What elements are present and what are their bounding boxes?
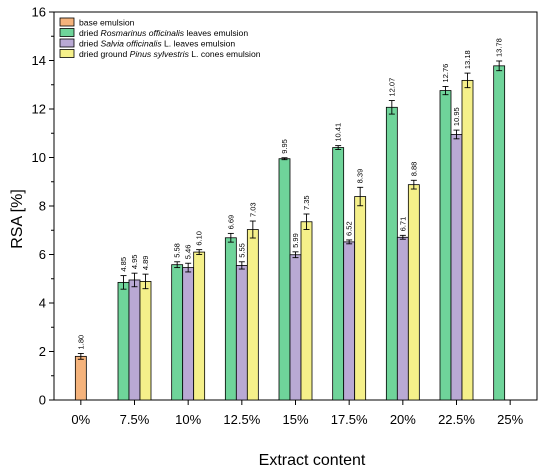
- x-tick-label: 22.5%: [438, 412, 475, 427]
- data-label: 4.89: [141, 256, 150, 271]
- data-label: 6.69: [226, 215, 235, 230]
- bar: [396, 236, 409, 401]
- data-label: 1.80: [76, 335, 85, 350]
- y-tick-label: 14: [32, 53, 46, 68]
- bar: [493, 65, 506, 401]
- bar: [385, 106, 398, 401]
- data-label: 12.76: [441, 64, 450, 83]
- x-tick-label: 25%: [497, 412, 523, 427]
- x-tick-label: 15%: [282, 412, 308, 427]
- axes: 0 2 4 6 8 10 12 14 16 0% 7.5% 10% 12.5% 15% 17.5% 20% 22…: [32, 5, 524, 428]
- bar: [354, 196, 367, 401]
- data-label: 10.95: [452, 107, 461, 126]
- data-label: 13.18: [463, 50, 472, 69]
- bar: [278, 158, 291, 401]
- data-label: 4.85: [119, 257, 128, 272]
- data-label: 9.95: [280, 139, 289, 154]
- data-label: 4.95: [130, 255, 139, 270]
- data-label: 5.55: [237, 243, 246, 258]
- bar: [182, 267, 195, 401]
- data-label: 5.58: [173, 243, 182, 258]
- bar: [224, 237, 237, 401]
- x-tick-label: 17.5%: [331, 412, 368, 427]
- y-tick-label: 10: [32, 150, 46, 165]
- legend-label-part: Pinus sylvestris: [130, 49, 190, 59]
- bar: [171, 264, 184, 401]
- data-label: 8.88: [409, 162, 418, 177]
- bar: [332, 147, 345, 401]
- data-label: 6.71: [398, 217, 407, 232]
- data-label: 8.39: [356, 169, 365, 184]
- legend-label-part: leaves emulsion: [184, 28, 248, 38]
- y-tick-label: 6: [39, 247, 46, 262]
- legend-label: dried Rosmarinus officinalis leaves emul…: [79, 28, 248, 38]
- x-tick-label: 0%: [71, 412, 90, 427]
- data-label: 13.78: [495, 38, 504, 57]
- y-tick-label: 8: [39, 199, 46, 214]
- bar: [193, 251, 206, 401]
- data-label: 6.52: [345, 221, 354, 236]
- data-label: 5.46: [184, 245, 193, 260]
- bar: [139, 281, 152, 401]
- bar: [246, 229, 259, 401]
- bar: [128, 279, 141, 401]
- data-label: 7.35: [302, 195, 311, 210]
- data-label: 10.41: [334, 123, 343, 142]
- y-axis-label: RSA [%]: [9, 189, 26, 249]
- y-tick-label: 0: [39, 393, 46, 408]
- legend-swatch: [59, 38, 75, 48]
- data-label: 12.07: [387, 78, 396, 97]
- y-tick-label: 2: [39, 344, 46, 359]
- x-tick-label: 20%: [390, 412, 416, 427]
- legend-label-part: L. leaves emulsion: [162, 39, 236, 49]
- bar: [407, 184, 420, 401]
- bar: [117, 281, 130, 401]
- legend-label-part: dried: [79, 39, 101, 49]
- bars: 1.80 4.85 4.95 4.89 5.58 5.466.10 6.69 5.55 7.03…: [74, 38, 506, 401]
- bar: [74, 355, 87, 401]
- x-axis-label: Extract content: [259, 452, 366, 469]
- legend-label: base emulsion: [79, 18, 135, 28]
- data-label: 7.03: [248, 202, 257, 217]
- bar: [343, 241, 356, 401]
- legend-swatch: [59, 17, 75, 27]
- bar: [289, 254, 302, 401]
- bar: [450, 134, 463, 401]
- bar: [235, 265, 248, 401]
- legend-label-part: Rosmarinus officinalis: [101, 28, 185, 38]
- legend-label: dried ground Pinus sylvestris L. cones e…: [79, 49, 261, 59]
- legend-label-part: dried: [79, 28, 101, 38]
- data-label: 6.10: [195, 231, 204, 246]
- x-tick-label: 12.5%: [223, 412, 260, 427]
- x-tick-label: 10%: [175, 412, 201, 427]
- legend-label-part: dried ground: [79, 49, 130, 59]
- legend-label-part: L. cones emulsion: [189, 49, 261, 59]
- x-tick-label: 7.5%: [120, 412, 150, 427]
- legend-label-part: Salvia officinalis: [101, 39, 163, 49]
- legend-swatch: [59, 49, 75, 58]
- y-tick-label: 4: [39, 296, 46, 311]
- legend-label: dried Salvia officinalis L. leaves emuls…: [79, 39, 235, 49]
- bar: [439, 90, 452, 401]
- y-tick-label: 16: [32, 5, 46, 20]
- bar: [300, 221, 313, 401]
- data-label: 5.99: [291, 233, 300, 248]
- legend-swatch: [59, 28, 75, 37]
- y-tick-label: 12: [32, 102, 46, 117]
- bar: [461, 79, 474, 401]
